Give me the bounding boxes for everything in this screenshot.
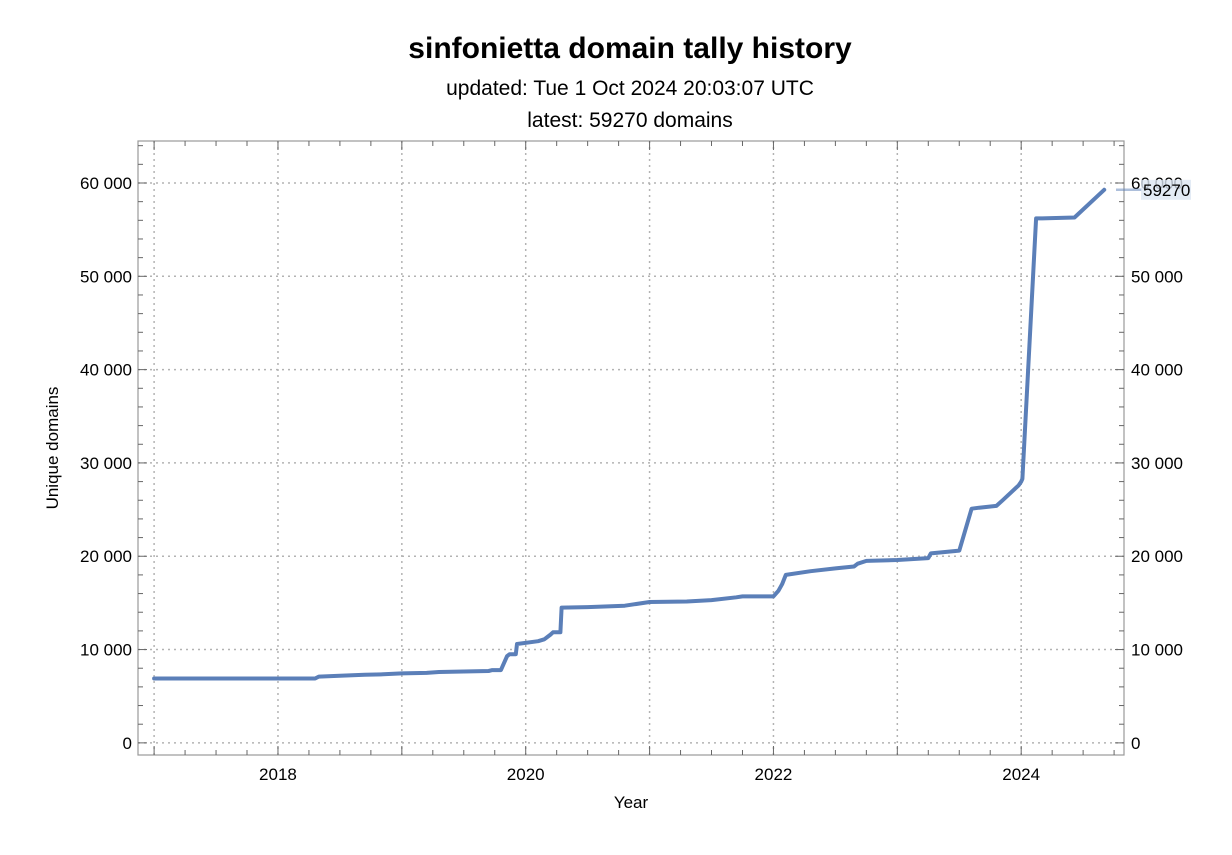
chart-title: sinfonietta domain tally history xyxy=(408,32,852,65)
tick-layer xyxy=(138,141,1124,755)
end-value-label: 59270 xyxy=(1143,181,1190,200)
x-tick-label: 2020 xyxy=(507,765,545,784)
y-tick-label-right: 10 000 xyxy=(1131,641,1183,660)
callout-box xyxy=(1141,179,1191,200)
y-tick-label-right: 20 000 xyxy=(1131,547,1183,566)
grid-layer xyxy=(138,141,1124,755)
end-value-callout: 59270 xyxy=(1116,179,1191,200)
updated-subtitle: updated: Tue 1 Oct 2024 20:03:07 UTC xyxy=(446,77,814,100)
x-tick-label: 2024 xyxy=(1002,765,1040,784)
y-tick-label-right: 30 000 xyxy=(1131,454,1183,473)
y-tick-label-right: 0 xyxy=(1131,734,1140,753)
latest-subtitle: latest: 59270 domains xyxy=(527,109,733,132)
y-axis-label: Unique domains xyxy=(43,387,62,510)
y-tick-label-left: 10 000 xyxy=(80,641,132,660)
tick-label-layer: 2018 2020 2022 2024 0 0 10 000 10 000 20 000 20 0… xyxy=(80,174,1183,784)
y-tick-label-left: 20 000 xyxy=(80,547,132,566)
x-tick-label: 2022 xyxy=(755,765,793,784)
series-line xyxy=(152,187,1107,681)
plot-frame xyxy=(137,140,1125,756)
x-axis-label: Year xyxy=(614,793,649,812)
x-tick-label: 2018 xyxy=(259,765,297,784)
y-tick-label-right: 50 000 xyxy=(1131,267,1183,286)
y-tick-label-left: 0 xyxy=(123,734,132,753)
y-tick-label-left: 30 000 xyxy=(80,454,132,473)
y-tick-label-right: 40 000 xyxy=(1131,361,1183,380)
y-tick-label-left: 50 000 xyxy=(80,267,132,286)
y-tick-label-left: 60 000 xyxy=(80,174,132,193)
y-tick-label-left: 40 000 xyxy=(80,361,132,380)
